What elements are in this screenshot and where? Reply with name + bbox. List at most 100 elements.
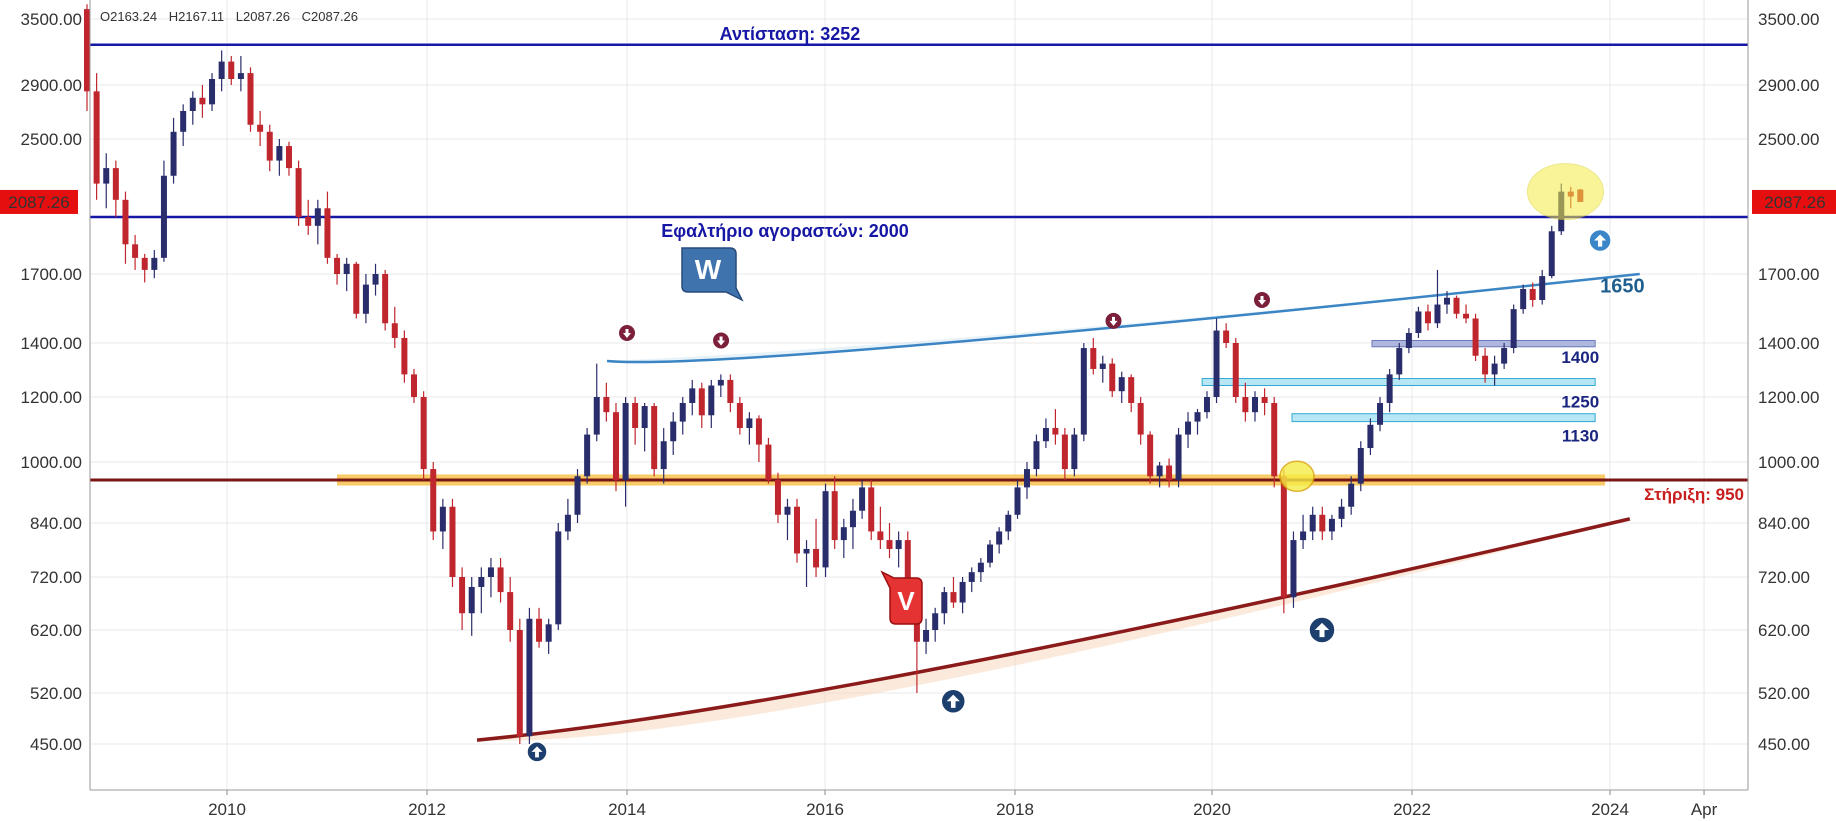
v-callout-box — [880, 570, 923, 625]
y-tick-right: 1700.00 — [1758, 265, 1819, 284]
candle-body — [1548, 231, 1555, 277]
candle-body — [1223, 330, 1230, 343]
candle-body — [459, 577, 466, 614]
candle-body — [736, 402, 743, 429]
annotations: Αντίσταση: 3252 Εφαλτήριο αγοραστών: 2000… — [526, 24, 1744, 763]
candle-body — [1520, 288, 1527, 310]
candle-body — [877, 531, 884, 541]
candle-body — [1472, 318, 1479, 356]
candle-body — [180, 110, 187, 132]
zone-1130-label: 1130 — [1562, 426, 1599, 445]
resistance-label: Αντίσταση: 3252 — [720, 24, 861, 44]
zone-1250-label: 1250 — [1561, 393, 1599, 412]
candle-body — [641, 406, 648, 429]
zone-1400 — [1371, 339, 1596, 348]
w-curve-line — [606, 272, 1640, 364]
x-tick-label: 2016 — [806, 800, 844, 819]
up-marker-2016 — [940, 688, 966, 714]
candle-body — [1203, 397, 1210, 413]
candle-body — [859, 487, 866, 511]
candle-body — [1185, 421, 1192, 435]
candle-body — [904, 540, 911, 608]
y-tick-right: 620.00 — [1758, 621, 1810, 640]
candle-body — [584, 434, 591, 477]
candle-body — [1156, 465, 1163, 477]
candle-body — [141, 257, 148, 270]
candle-body — [1090, 348, 1097, 369]
up-marker-2016-arrow — [946, 694, 960, 708]
y-tick-right: 840.00 — [1758, 514, 1810, 533]
support-label: Στήριξη: 950 — [1644, 485, 1744, 504]
candle-body — [996, 531, 1003, 545]
candle-body — [1099, 363, 1106, 369]
candle-body — [430, 469, 437, 532]
candle-body — [1080, 348, 1087, 435]
candle-body — [717, 379, 724, 386]
ohlc-readout: O2163.24 H2167.11 L2087.26 C2087.26 — [100, 9, 358, 24]
candle-body — [1434, 304, 1441, 324]
candle-body — [886, 540, 893, 549]
candle-body — [103, 168, 110, 184]
x-tick-label: 2024 — [1591, 800, 1629, 819]
y-tick-left: 720.00 — [30, 568, 82, 587]
candle-body — [679, 402, 686, 422]
candle-body — [1367, 424, 1374, 449]
candle-body — [382, 274, 389, 324]
candle-body — [84, 9, 90, 92]
candle-body — [189, 97, 196, 111]
candle-body — [285, 146, 292, 169]
candle-body — [237, 73, 244, 80]
candle-body — [334, 257, 341, 274]
x-tick-label: 2012 — [408, 800, 446, 819]
candle-body — [1194, 412, 1201, 422]
y-tick-left: 2500.00 — [21, 130, 82, 149]
candle-body — [391, 323, 398, 338]
candle-body — [1232, 343, 1239, 397]
candle-body — [784, 506, 791, 515]
candle-body — [324, 208, 331, 258]
candle-body — [923, 630, 930, 642]
candle-body — [1319, 514, 1326, 532]
candle-body — [651, 406, 658, 470]
down-marker-4-arrow — [1258, 296, 1266, 306]
candle-body — [612, 412, 619, 480]
y-tick-left: 450.00 — [30, 735, 82, 754]
candle-body — [1405, 332, 1412, 349]
candle-body — [831, 491, 838, 541]
up-marker-2024 — [1588, 228, 1612, 253]
candles — [84, 4, 1584, 744]
candle-body — [1280, 476, 1287, 598]
y-tick-right: 720.00 — [1758, 568, 1810, 587]
y-tick-left: 1400.00 — [21, 334, 82, 353]
candle-body — [353, 263, 360, 314]
candle-body — [603, 397, 610, 413]
candle-body — [1175, 434, 1182, 480]
candle-body — [1109, 363, 1116, 392]
candle-body — [849, 510, 856, 528]
candle-body — [1348, 483, 1355, 507]
candle-body — [1071, 434, 1078, 470]
candle-body — [112, 168, 119, 200]
candle-body — [305, 216, 312, 226]
candle-body — [813, 548, 820, 568]
candle-body — [574, 476, 581, 515]
y-tick-left: 1700.00 — [21, 265, 82, 284]
candle-body — [941, 592, 948, 614]
candle-body — [439, 506, 446, 532]
candle-body — [555, 531, 562, 625]
candle-body — [1261, 397, 1268, 403]
plot-area — [90, 0, 1748, 790]
candle-body — [170, 131, 177, 176]
y-tick-left: 620.00 — [30, 621, 82, 640]
lines — [90, 43, 1748, 742]
candle-body — [1137, 402, 1144, 435]
candle-body — [247, 73, 254, 125]
v-callout-label: V — [897, 586, 915, 616]
candle-body — [151, 257, 158, 270]
candle-body — [93, 91, 100, 184]
candle-body — [1271, 402, 1278, 477]
x-tick-label: 2022 — [1393, 800, 1431, 819]
